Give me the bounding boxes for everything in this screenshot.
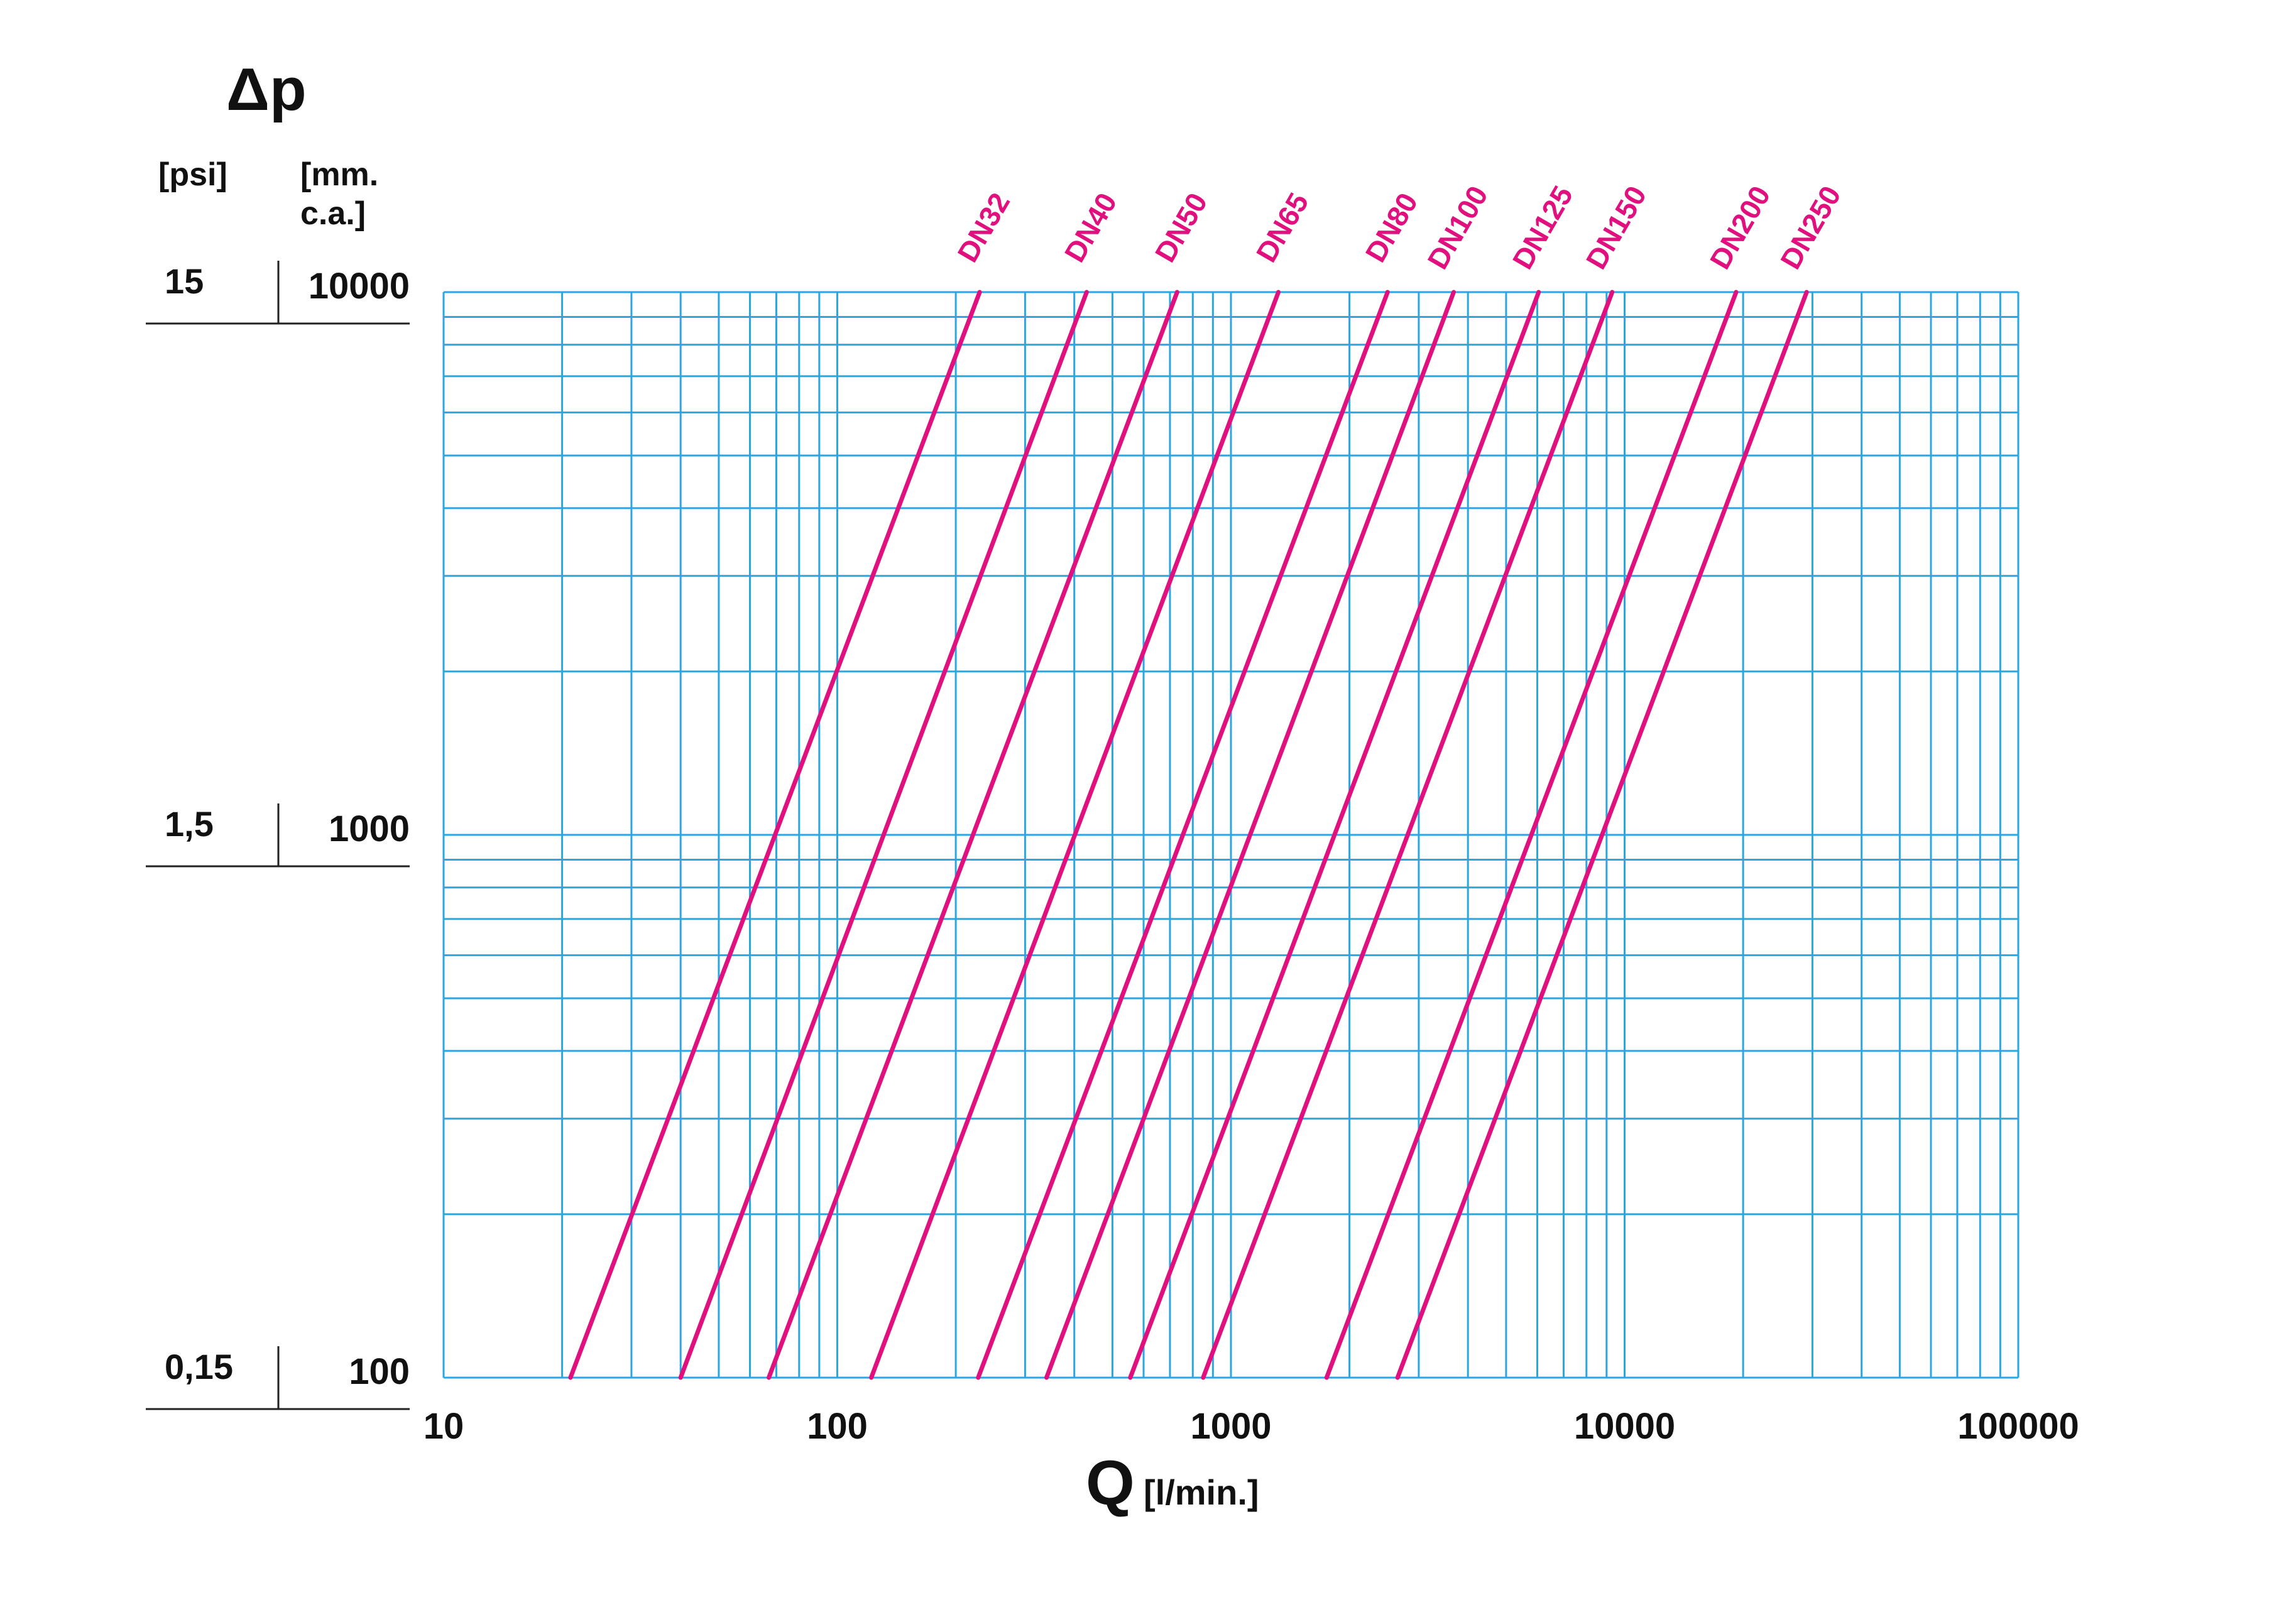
series-label-dn200: DN200: [1703, 180, 1777, 275]
series-label-dn65: DN65: [1250, 187, 1315, 268]
y-tick-label-psi: 15: [165, 261, 204, 301]
series-line-dn32: [568, 290, 982, 1380]
x-tick-label: 10: [424, 1406, 464, 1447]
series-label-dn125: DN125: [1506, 180, 1580, 275]
y-unit-mm-line1: [mm.: [300, 156, 378, 193]
y-unit-psi: [psi]: [158, 156, 227, 193]
plot-grid: [442, 291, 2020, 1379]
x-tick-label: 10000: [1574, 1406, 1675, 1447]
series-line-dn80: [976, 290, 1390, 1380]
y-axis-scales: 15 10000 1,5 1000 0,15 100: [146, 261, 410, 1410]
y-unit-mm-line2: c.a.]: [300, 195, 366, 232]
series-label-dn250: DN250: [1774, 180, 1847, 275]
x-tick-label: 100: [807, 1406, 868, 1447]
chart-title: Δp: [226, 56, 307, 123]
series-line-dn125: [1128, 290, 1541, 1380]
series-line-dn100: [1044, 290, 1457, 1380]
series-label-dn100: DN100: [1421, 180, 1494, 275]
x-axis-label: Q: [1086, 1448, 1135, 1518]
series-line-dn40: [678, 290, 1089, 1380]
series-label-dn32: DN32: [951, 187, 1016, 268]
series-line-dn150: [1201, 290, 1615, 1380]
series-label-dn40: DN40: [1058, 187, 1123, 268]
y-tick-label-mm: 1000: [329, 808, 410, 849]
x-axis-tick-labels: 10 100 1000 10000 100000: [424, 1406, 2079, 1447]
y-tick-label-mm: 100: [349, 1351, 410, 1392]
x-axis-unit: [l/min.]: [1144, 1472, 1259, 1512]
series-label-dn80: DN80: [1359, 187, 1424, 268]
series-label-dn150: DN150: [1580, 180, 1653, 275]
y-tick-label-psi: 1,5: [165, 804, 214, 844]
series-line-dn200: [1324, 290, 1739, 1380]
y-unit-mm: [mm. c.a.]: [300, 156, 388, 232]
series-line-dn250: [1395, 290, 1809, 1380]
series-label-dn50: DN50: [1149, 187, 1214, 268]
series-lines: [568, 290, 1809, 1380]
x-tick-label: 100000: [1957, 1406, 2079, 1447]
y-tick-label-psi: 0,15: [165, 1347, 233, 1386]
series-line-dn50: [767, 290, 1179, 1380]
series-line-dn65: [869, 290, 1281, 1380]
y-tick-label-mm: 10000: [309, 266, 410, 307]
x-tick-label: 1000: [1190, 1406, 1271, 1447]
